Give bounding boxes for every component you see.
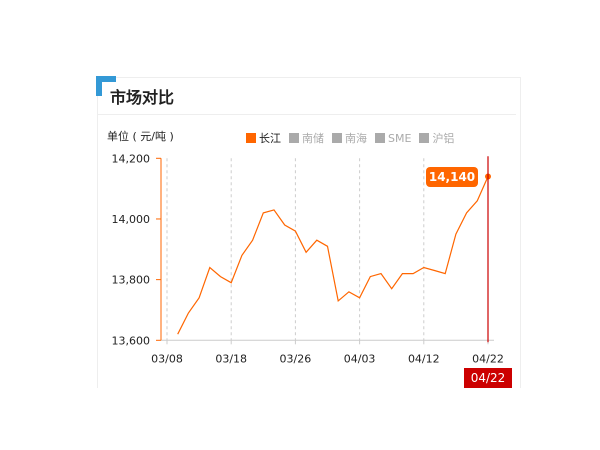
y-tick-label: 14,000 — [112, 213, 151, 226]
legend-item-4[interactable]: 沪铝 — [419, 130, 454, 146]
unit-label: 单位 ( 元/吨 ) — [107, 130, 174, 143]
title-corner-accent — [96, 76, 116, 96]
x-tick-label: 04/03 — [344, 352, 376, 365]
legend-label: 南储 — [302, 132, 324, 145]
card-title: 市场对比 — [110, 88, 175, 107]
crosshair-date-label: 04/22 — [464, 368, 512, 388]
legend-label: SME — [388, 131, 412, 145]
legend-swatch-icon — [332, 133, 342, 143]
x-tick-label: 04/12 — [408, 352, 440, 365]
x-tick-label: 03/18 — [215, 352, 247, 365]
legend-label: 南海 — [345, 132, 367, 145]
y-tick-label: 13,600 — [112, 334, 151, 347]
title-divider — [97, 114, 516, 115]
legend-item-0[interactable]: 长江 — [246, 130, 281, 146]
x-tick-label: 04/22 — [472, 352, 504, 365]
legend-item-1[interactable]: 南储 — [289, 130, 324, 146]
legend-label: 长江 — [259, 132, 281, 145]
legend-item-3[interactable]: SME — [375, 130, 411, 146]
x-tick-label: 03/08 — [151, 352, 183, 365]
market-compare-card — [97, 77, 521, 388]
legend-swatch-icon — [419, 133, 430, 143]
chart-legend: 长江 南储 南海 SME 沪铝 — [246, 130, 454, 146]
value-tooltip: 14,140 — [426, 167, 478, 187]
legend-item-2[interactable]: 南海 — [332, 130, 367, 146]
series-line-changjiang — [177, 176, 489, 335]
y-tick-label: 13,800 — [112, 274, 151, 287]
y-tick-label: 14,200 — [112, 152, 151, 165]
legend-swatch-icon — [289, 133, 299, 143]
legend-swatch-icon — [246, 133, 256, 143]
legend-swatch-icon — [375, 133, 385, 143]
legend-label: 沪铝 — [432, 132, 455, 145]
x-tick-label: 03/26 — [280, 352, 312, 365]
